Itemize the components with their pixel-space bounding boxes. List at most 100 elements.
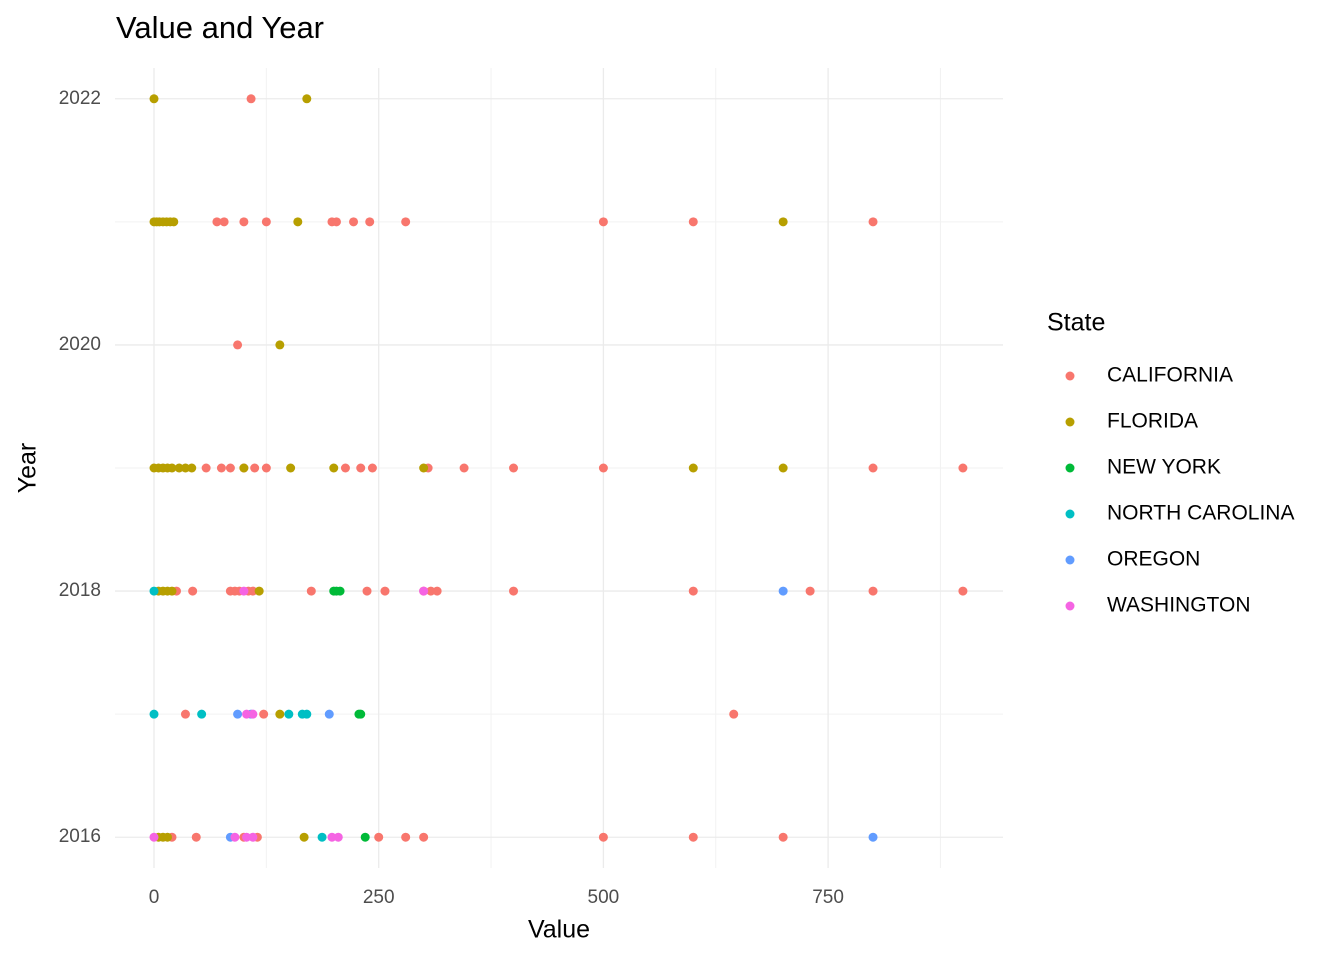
point [261,463,271,473]
x-tick-label: 250 [363,887,395,908]
point [317,832,327,842]
point [509,586,519,596]
point [250,463,260,473]
point [362,586,372,596]
point [688,832,698,842]
point [958,586,968,596]
x-tick-label: 750 [812,887,844,908]
legend-title: State [1047,309,1105,337]
point [688,463,698,473]
point [293,217,303,227]
point [180,463,190,473]
point [432,586,442,596]
legend-swatch [1065,601,1075,611]
point [509,463,519,473]
point [149,586,159,596]
point [598,463,608,473]
point [367,463,377,473]
y-tick-label: 2018 [59,580,101,601]
point [197,709,207,719]
point [380,586,390,596]
point [233,340,243,350]
point [149,709,159,719]
point [868,463,878,473]
point [349,217,359,227]
point [259,709,269,719]
point [169,217,179,227]
point [242,709,252,719]
point [868,586,878,596]
point [230,832,240,842]
point [261,217,271,227]
legend-swatch [1065,555,1075,565]
y-tick-label: 2022 [59,88,101,109]
point [419,832,429,842]
point [340,463,350,473]
point [242,832,252,842]
point [778,463,788,473]
x-tick-label: 0 [149,887,160,908]
point [302,94,312,104]
legend-label: FLORIDA [1107,410,1198,433]
point [187,463,197,473]
point [188,586,198,596]
point [219,217,229,227]
point [248,709,258,719]
point [688,586,698,596]
point [335,586,345,596]
point [356,709,366,719]
point [598,832,608,842]
point [275,340,285,350]
point [248,586,258,596]
point [868,217,878,227]
y-axis-label: Year [14,443,42,494]
point [248,832,258,842]
point [459,463,469,473]
point [233,709,243,719]
point [958,463,968,473]
point [149,94,159,104]
point [302,709,312,719]
legend-label: NORTH CAROLINA [1107,502,1294,525]
legend-label: NEW YORK [1107,456,1221,479]
point [284,709,294,719]
point [356,463,366,473]
point [275,709,285,719]
point [365,217,375,227]
point [374,832,384,842]
y-tick-label: 2020 [59,334,101,355]
x-axis-label: Value [528,916,590,944]
point [324,709,334,719]
point [191,832,201,842]
point [201,463,211,473]
point [286,463,296,473]
y-tick-label: 2016 [59,826,101,847]
chart-title: Value and Year [116,10,324,45]
point [805,586,815,596]
point [239,217,249,227]
legend-label: CALIFORNIA [1107,364,1233,387]
point [401,217,411,227]
point [333,832,343,842]
legend-label: OREGON [1107,548,1200,571]
point [426,586,436,596]
point [216,463,226,473]
point [598,217,608,227]
point [174,463,184,473]
point [329,463,339,473]
point [331,217,341,227]
point [162,832,172,842]
point [180,709,190,719]
point [401,832,411,842]
point [778,217,788,227]
point [419,463,429,473]
point [225,463,235,473]
point [239,463,249,473]
legend-label: WASHINGTON [1107,594,1251,617]
point [778,832,788,842]
x-tick-label: 500 [588,887,620,908]
point [729,709,739,719]
point [360,832,370,842]
point [299,832,309,842]
